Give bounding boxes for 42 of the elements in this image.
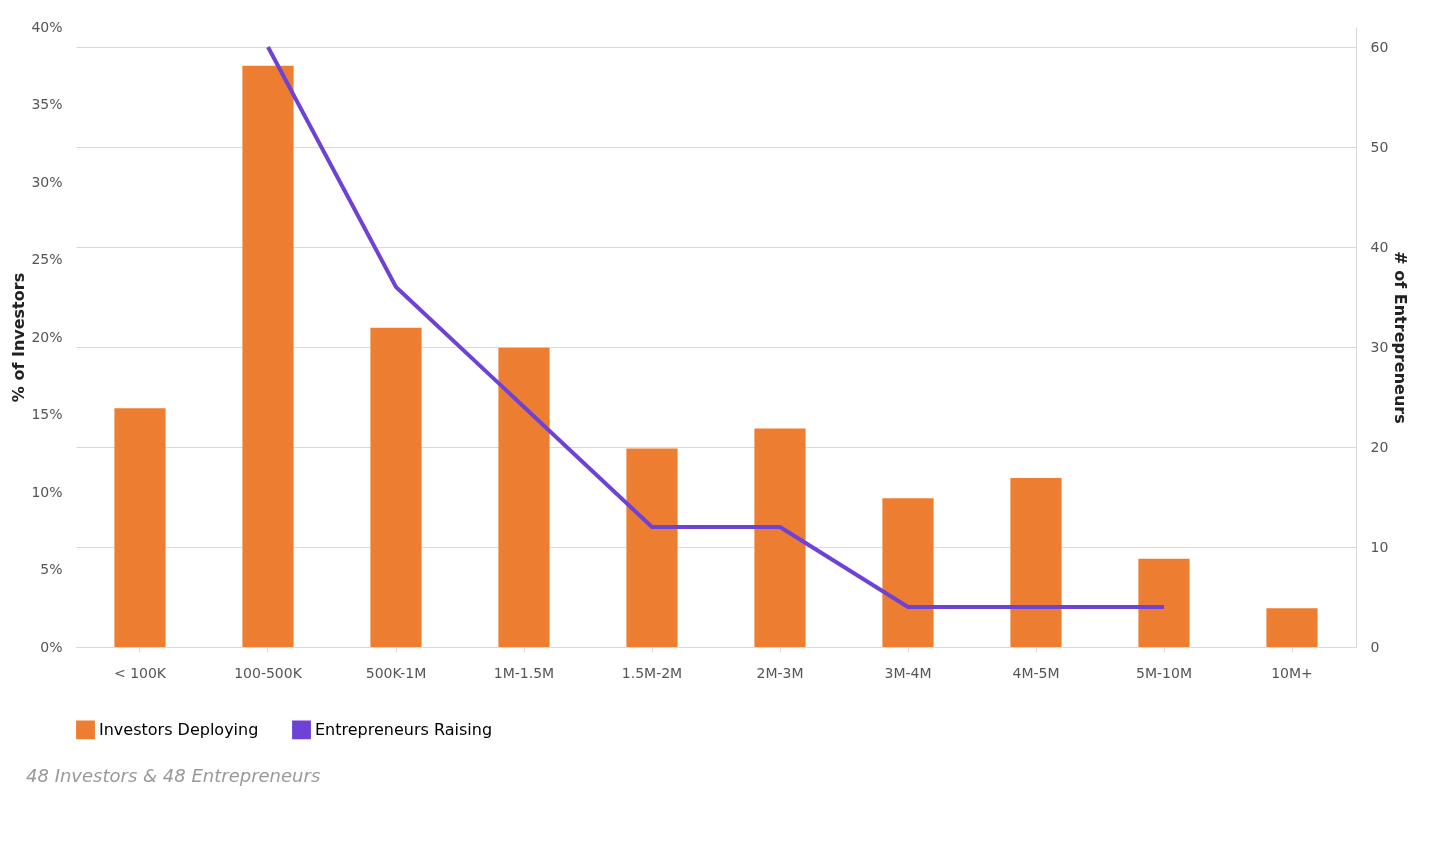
y2-tick-label: 10 (1370, 538, 1389, 555)
y2-tick-label: 0 (1370, 638, 1380, 655)
y-axis-title: % of Investors (9, 272, 29, 403)
y-tick-label: 10% (31, 483, 63, 500)
bar (1010, 478, 1062, 647)
bar (498, 347, 550, 647)
y-tick-label: 35% (31, 96, 63, 112)
bar (882, 498, 934, 647)
bar (754, 428, 806, 647)
legend-label: Investors Deploying (99, 719, 259, 739)
y2-tick-label: 50 (1370, 138, 1389, 155)
x-tick-label: 10M+ (1271, 664, 1313, 681)
x-tick-label: 1.5M-2M (621, 664, 683, 681)
y-tick-label: 0% (40, 638, 63, 655)
bar (370, 327, 422, 647)
y-tick-label: 30% (31, 173, 63, 190)
bar (1266, 608, 1318, 647)
text: 48 Investors & 48 Entrepreneurs (26, 765, 321, 786)
bar (1138, 558, 1190, 647)
x-tick-label: 2M-3M (756, 664, 804, 681)
y2-tick-label: 40 (1370, 238, 1389, 255)
y-tick-label: 5% (40, 561, 63, 577)
y2-tick-label: 20 (1370, 438, 1389, 455)
x-tick-label: 4M-5M (1012, 664, 1060, 681)
y2-tick-label: 30 (1370, 338, 1389, 355)
x-tick-label: < 100K (113, 664, 167, 681)
y-tick-label: 25% (31, 251, 63, 267)
x-tick-label: 100-500K (234, 664, 303, 681)
x-tick-label: 500K-1M (365, 664, 427, 681)
bar (242, 65, 294, 647)
y-tick-label: 15% (31, 406, 63, 422)
line-series (266, 45, 1166, 609)
x-tick-label: 5M-10M (1136, 664, 1192, 681)
y-tick-label: 40% (31, 18, 63, 35)
x-tick-label: 1M-1.5M (493, 664, 555, 681)
bar (114, 408, 166, 647)
y2-axis-title: # of Entrepreneurs (1391, 251, 1411, 424)
bar (626, 448, 678, 647)
y-tick-label: 20% (31, 328, 63, 345)
legend-label: Entrepreneurs Raising (315, 719, 493, 739)
y2-tick-label: 60 (1370, 38, 1389, 55)
x-tick-label: 3M-4M (884, 664, 932, 681)
